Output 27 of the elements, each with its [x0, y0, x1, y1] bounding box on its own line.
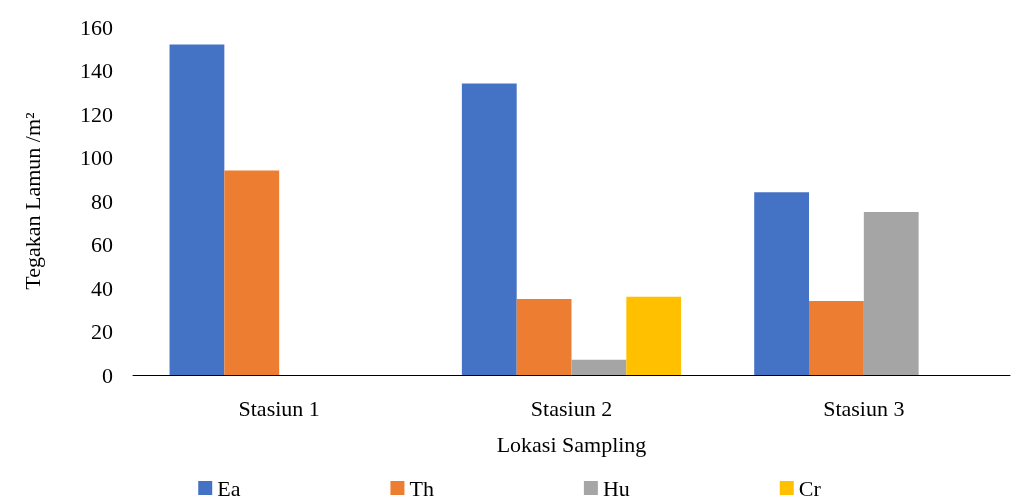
y-tick-label: 40 [91, 275, 113, 301]
x-axis-title: Lokasi Sampling [496, 431, 647, 457]
y-tick-label: 100 [80, 145, 113, 170]
bar [571, 359, 627, 375]
bar [626, 296, 682, 375]
bar [224, 170, 280, 375]
legend-label: Cr [798, 475, 822, 501]
x-tick-label: Stasiun 3 [823, 395, 905, 421]
y-tick-label: 20 [91, 319, 113, 344]
y-tick-label: 140 [80, 58, 113, 83]
y-tick-label: 0 [102, 362, 113, 388]
legend-label: Ea [217, 475, 241, 501]
x-tick-label: Stasiun 1 [238, 395, 320, 421]
bar [169, 44, 225, 375]
x-tick-label: Stasiun 2 [530, 395, 613, 421]
y-axis-title: Tegakan Lamun /m² [19, 111, 45, 290]
bar [754, 192, 810, 375]
y-tick-label: 120 [80, 101, 113, 127]
y-tick-label: 60 [91, 232, 113, 257]
bar [863, 211, 919, 375]
legend-label: Th [409, 475, 434, 501]
legend-label: Hu [602, 475, 630, 501]
bar [809, 301, 864, 375]
bar [461, 83, 517, 375]
y-tick-label: 160 [80, 14, 113, 40]
y-tick-label: 80 [91, 188, 113, 214]
bar [516, 298, 572, 375]
